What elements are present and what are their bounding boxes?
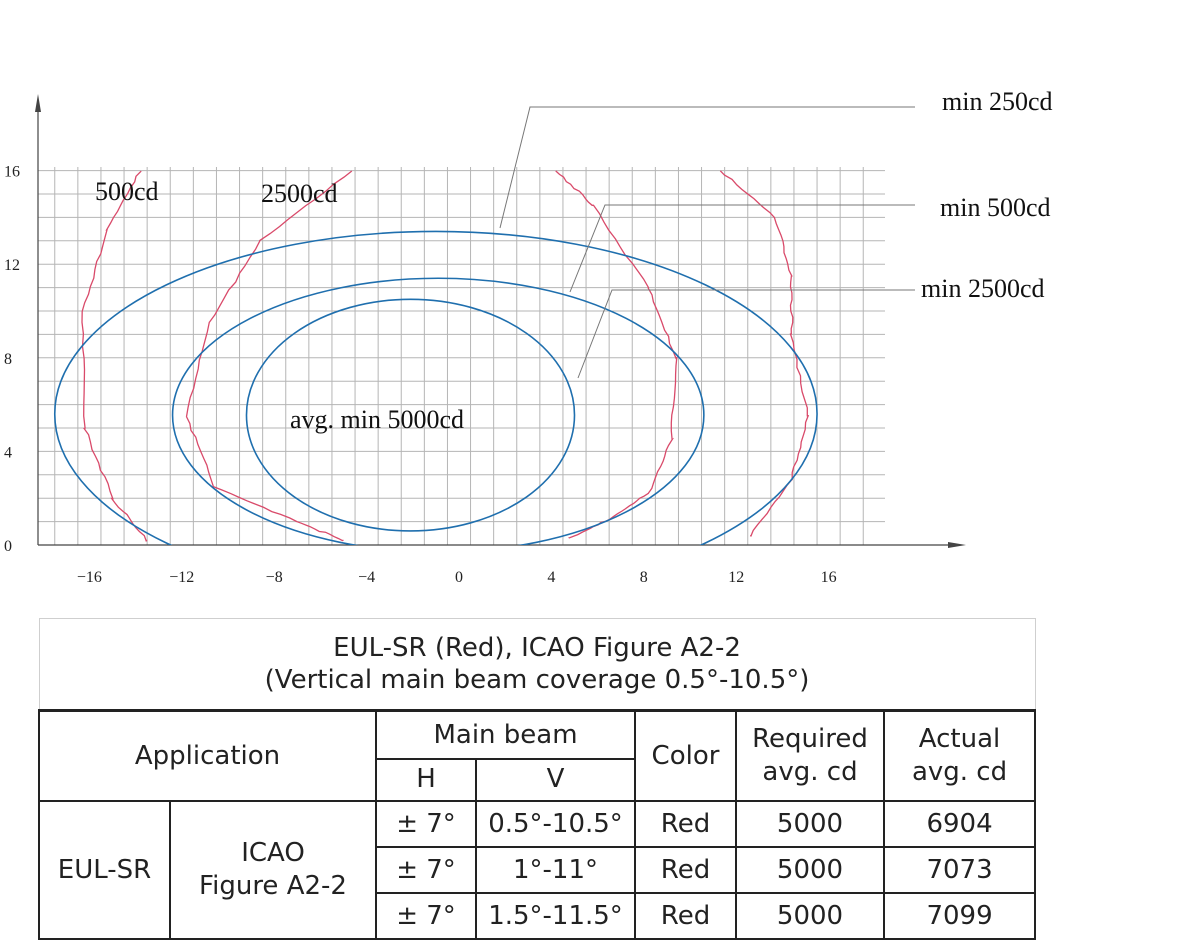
coverage-ellipse [245,298,576,532]
cell-color: Red [634,799,737,848]
x-tick-label: 12 [728,569,744,586]
header-required-line1: Required [752,724,868,755]
annotation-label: min 2500cd [921,274,1045,303]
isocandela-chart: −16 −12 −8 −4 0 4 8 12 16 0 4 8 12 16 500cd 2500cd avg.… [4,87,1053,586]
cell-h: ± 7° [375,799,477,848]
table-row: EUL-SR ICAO Figure A2-2 ± 7° 0.5°-10.5° … [38,799,1037,941]
y-tick-label: 16 [4,164,20,181]
x-axis-arrow [948,542,966,548]
x-tick-label: −8 [266,569,283,586]
cell-v: 0.5°-10.5° [475,799,636,848]
x-tick-label: −12 [169,569,194,586]
y-tick-label: 12 [4,257,20,274]
table-row: ± 7° 1°-11° Red 5000 7073 [39,845,1037,894]
coverage-ellipse [54,230,818,545]
y-tick-label: 0 [4,538,12,555]
coverage-ellipse [171,277,705,545]
y-tick-label: 4 [4,444,12,461]
x-tick-label: 16 [821,569,837,586]
annotation-leader [569,204,915,293]
cell-required: 5000 [735,845,885,894]
chart-grid [38,167,885,546]
header-actual-line2: avg. cd [911,756,1008,787]
cell-actual: 7099 [882,891,1037,941]
x-tick-label: 0 [455,569,463,586]
isocandela-curves [81,170,810,542]
spec-table: EUL-SR (Red), ICAO Figure A2-2 (Vertical… [38,617,1037,941]
curve-label-500cd: 500cd [95,177,159,206]
table-title-line1: EUL-SR (Red), ICAO Figure A2-2 [333,632,741,663]
chart-axes [35,94,966,548]
header-color: Color [634,709,737,802]
isocandela-curve [555,170,678,539]
ellipse-center-label: avg. min 5000cd [290,405,464,434]
table-row: ± 7° 1.5°-11.5° Red 5000 7099 [39,891,1037,941]
header-required: Required avg. cd [735,709,885,802]
cell-required: 5000 [735,799,885,848]
coverage-ellipses [54,230,818,545]
isocandela-curve [185,170,353,542]
header-v: V [475,757,636,802]
header-application: Application [38,709,377,802]
header-main-beam: Main beam [375,709,636,760]
table-title: EUL-SR (Red), ICAO Figure A2-2 (Vertical… [38,617,1036,711]
cell-color: Red [634,891,737,941]
cell-color: Red [634,845,737,894]
table-title-line2: (Vertical main beam coverage 0.5°-10.5°) [264,665,810,696]
annotation-leader [499,106,915,229]
cell-v: 1.5°-11.5° [475,891,636,941]
cell-actual: 7073 [882,845,1037,894]
sub-label: ICAO Figure A2-2 [169,799,377,941]
annotation-label: min 500cd [940,193,1051,222]
cell-actual: 6904 [882,799,1037,848]
header-actual-line1: Actual [918,724,1001,755]
sub-label-line1: ICAO [241,838,305,869]
cell-required: 5000 [735,891,885,941]
group-label: EUL-SR [38,799,171,941]
cell-v: 1°-11° [475,845,636,894]
header-h: H [375,757,477,802]
sub-label-line2: Figure A2-2 [199,870,347,901]
x-tick-label: 8 [640,569,648,586]
chart-labels: 500cd 2500cd avg. min 5000cd min 250cd min 5… [95,87,1053,434]
x-tick-label: −4 [358,569,375,586]
cell-h: ± 7° [375,891,477,941]
y-axis-arrow [35,94,41,112]
annotation-label: min 250cd [942,87,1053,116]
header-required-line2: avg. cd [762,756,858,787]
x-tick-label: 4 [547,569,555,586]
curve-label-2500cd: 2500cd [261,179,338,208]
y-tick-label: 8 [4,351,12,368]
tick-labels: −16 −12 −8 −4 0 4 8 12 16 0 4 8 12 16 [4,164,837,586]
cell-h: ± 7° [375,845,477,894]
x-tick-label: −16 [77,569,102,586]
annotation-leader [577,289,915,379]
header-actual: Actual avg. cd [882,709,1037,802]
isocandela-curve [81,170,148,542]
